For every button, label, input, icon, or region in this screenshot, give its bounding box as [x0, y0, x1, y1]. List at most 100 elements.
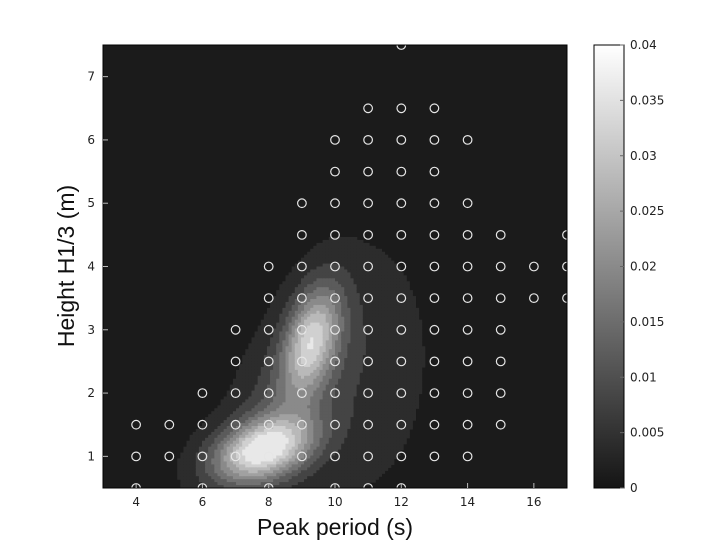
- contour-band-cell: [186, 470, 191, 474]
- contour-band-cell: [217, 458, 222, 463]
- contour-band-cell: [365, 425, 370, 430]
- contour-band-cell: [288, 449, 293, 454]
- contour-band-cell: [369, 479, 373, 483]
- contour-band-cell: [353, 378, 358, 383]
- contour-band-cell: [307, 290, 311, 294]
- contour-band-cell: [350, 399, 355, 403]
- contour-band-cell: [257, 437, 262, 442]
- contour-band-cell: [399, 440, 404, 445]
- contour-band-cell: [239, 408, 243, 412]
- contour-band-cell: [331, 352, 336, 356]
- contour-band-cell: [396, 408, 401, 412]
- contour-band-cell: [285, 352, 290, 356]
- contour-band-cell: [381, 316, 386, 321]
- contour-band-cell: [217, 464, 222, 468]
- contour-band-cell: [291, 296, 296, 300]
- contour-band-cell: [291, 479, 296, 483]
- contour-band-cell: [232, 449, 237, 454]
- contour-band-cell: [297, 402, 302, 406]
- contour-band-cell: [347, 242, 352, 247]
- contour-band-cell: [208, 467, 212, 471]
- contour-band-cell: [344, 417, 348, 421]
- contour-band-cell: [359, 275, 364, 279]
- contour-band-cell: [276, 452, 280, 457]
- contour-band-cell: [257, 464, 262, 468]
- contour-band-cell: [273, 461, 277, 465]
- contour-band-cell: [236, 440, 240, 445]
- contour-band-cell: [297, 263, 302, 268]
- contour-band-cell: [273, 470, 277, 474]
- contour-band-cell: [384, 443, 389, 448]
- contour-band-cell: [325, 399, 330, 403]
- contour-band-cell: [285, 417, 290, 421]
- contour-band-cell: [236, 482, 240, 486]
- sample-point-marker: [230, 451, 241, 462]
- contour-band-cell: [297, 334, 302, 338]
- contour-band-cell: [341, 411, 345, 415]
- contour-band-cell: [276, 428, 280, 433]
- contour-band-cell: [217, 455, 222, 460]
- contour-band-cell: [387, 346, 392, 350]
- contour-band-cell: [403, 310, 407, 315]
- contour-band-cell: [242, 384, 246, 389]
- contour-band-cell: [372, 414, 376, 418]
- contour-band-cell: [335, 352, 339, 356]
- contour-band-cell: [319, 322, 324, 327]
- contour-band-cell: [220, 399, 225, 403]
- contour-band-cell: [245, 479, 249, 483]
- contour-band-cell: [381, 328, 386, 333]
- contour-band-cell: [319, 408, 324, 412]
- contour-band-cell: [310, 464, 314, 468]
- contour-band-cell: [418, 325, 423, 330]
- contour-band-cell: [257, 390, 262, 395]
- contour-band-cell: [266, 366, 271, 371]
- contour-band-cell: [242, 434, 246, 439]
- contour-band-cell: [384, 396, 389, 400]
- contour-band-cell: [390, 260, 395, 265]
- contour-band-cell: [350, 455, 355, 460]
- contour-band-cell: [313, 428, 318, 433]
- contour-band-cell: [279, 455, 284, 460]
- contour-band-cell: [313, 384, 318, 389]
- contour-band-cell: [198, 473, 203, 477]
- contour-band-cell: [260, 455, 265, 460]
- contour-band-cell: [369, 372, 373, 377]
- contour-band-cell: [338, 411, 342, 415]
- contour-band-cell: [310, 405, 314, 409]
- contour-band-cell: [220, 455, 225, 460]
- contour-band-cell: [282, 443, 287, 448]
- contour-band-cell: [369, 437, 373, 442]
- contour-band-cell: [273, 428, 277, 433]
- contour-band-cell: [325, 476, 330, 480]
- contour-band-cell: [369, 316, 373, 321]
- contour-band-cell: [325, 449, 330, 454]
- contour-band-cell: [279, 296, 284, 300]
- contour-band-cell: [390, 310, 395, 315]
- contour-band-cell: [347, 470, 352, 474]
- contour-band-cell: [378, 266, 382, 271]
- contour-band-cell: [390, 293, 395, 297]
- contour-band-cell: [232, 405, 237, 409]
- contour-band-cell: [387, 355, 392, 359]
- contour-band-cell: [285, 485, 290, 488]
- contour-band-cell: [415, 387, 420, 392]
- contour-band-cell: [254, 390, 259, 395]
- contour-band-cell: [291, 298, 296, 303]
- contour-band-cell: [307, 423, 311, 427]
- contour-band-cell: [270, 363, 274, 368]
- contour-band-cell: [403, 307, 407, 312]
- contour-band-cell: [276, 473, 280, 477]
- contour-band-cell: [378, 287, 382, 291]
- contour-band-cell: [236, 405, 240, 409]
- contour-band-cell: [328, 458, 333, 463]
- contour-band-cell: [369, 414, 373, 418]
- contour-band-cell: [387, 337, 392, 341]
- contour-band-cell: [276, 378, 280, 383]
- contour-band-cell: [328, 381, 333, 386]
- contour-band-cell: [279, 372, 284, 377]
- contour-band-cell: [359, 281, 364, 285]
- contour-band-cell: [375, 452, 379, 457]
- contour-band-cell: [353, 366, 358, 371]
- contour-band-cell: [406, 434, 410, 439]
- contour-band-cell: [300, 476, 305, 480]
